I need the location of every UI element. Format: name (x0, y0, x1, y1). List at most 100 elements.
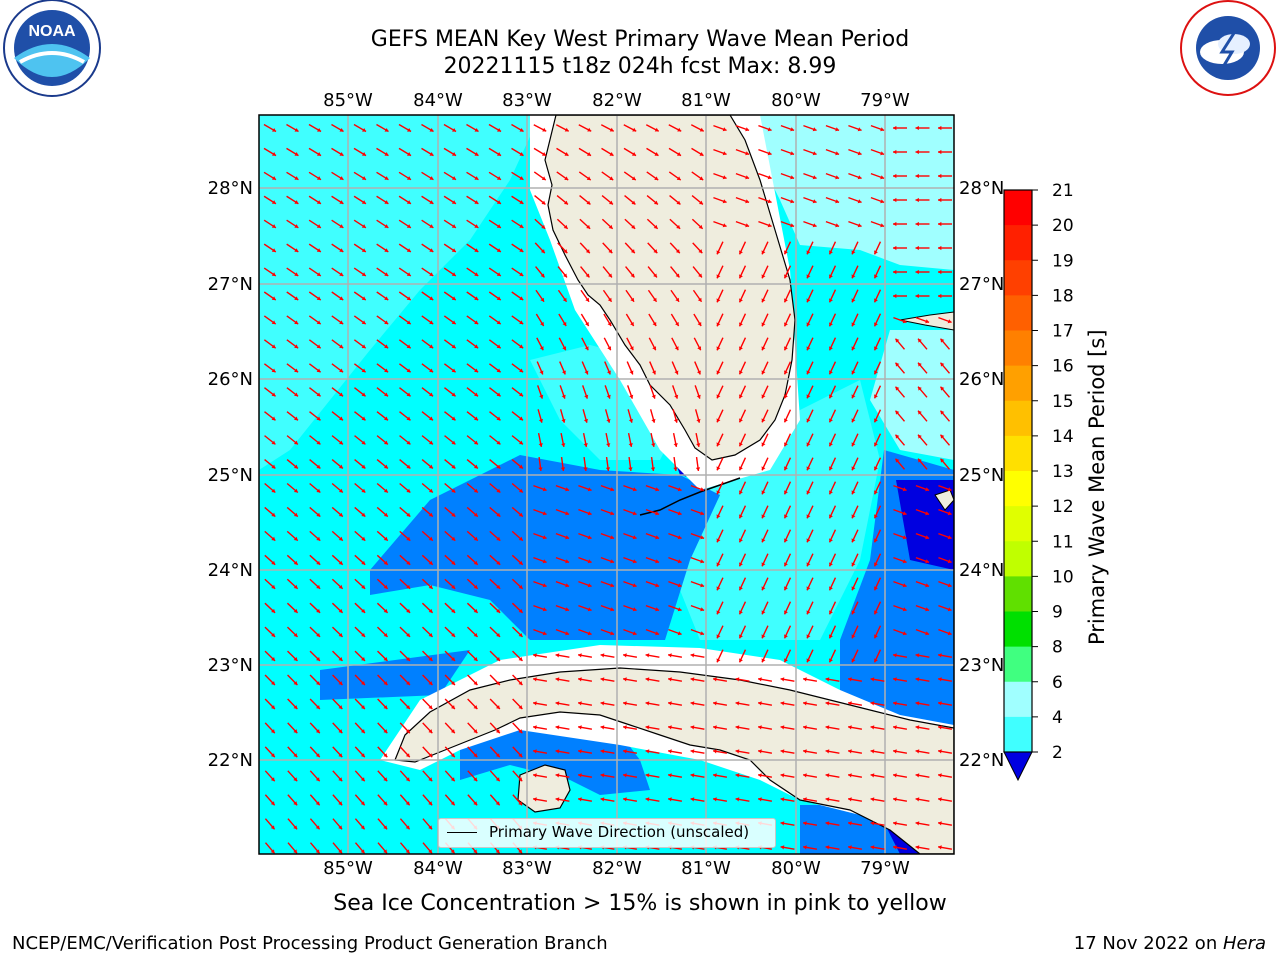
footer-host: Hera (1222, 933, 1266, 954)
wave-direction-arrow (559, 361, 566, 375)
wave-direction-arrow (937, 725, 953, 730)
wave-direction-arrow (937, 845, 953, 850)
wave-direction-arrow (422, 770, 433, 782)
wave-direction-arrow (308, 363, 322, 373)
wave-direction-arrow (802, 821, 818, 826)
wave-direction-arrow (376, 267, 389, 277)
wave-direction-arrow (851, 337, 859, 351)
wave-direction-arrow (937, 653, 953, 658)
wave-direction-arrow (625, 266, 635, 278)
colorbar-tick-label: 13 (1052, 462, 1074, 482)
wave-direction-arrow (309, 698, 321, 710)
wave-direction-arrow (534, 218, 546, 230)
wave-direction-arrow (625, 289, 635, 303)
wave-direction-arrow (828, 265, 837, 279)
wave-direction-arrow (308, 243, 322, 253)
wave-direction-arrow (894, 362, 906, 374)
wave-direction-arrow (489, 506, 501, 518)
wave-direction-arrow (825, 148, 840, 156)
wave-direction-arrow (376, 147, 389, 157)
wave-direction-arrow (466, 123, 479, 133)
wave-direction-arrow (511, 530, 524, 542)
wave-direction-arrow (847, 773, 863, 778)
wave-direction-arrow (421, 530, 434, 542)
wave-direction-arrow (625, 313, 635, 327)
wave-direction-arrow (670, 289, 680, 303)
wave-direction-arrow (645, 124, 660, 132)
lon-label-bottom: 81°W (681, 858, 731, 879)
wave-direction-arrow (467, 794, 478, 806)
wave-direction-arrow (376, 315, 389, 325)
wave-direction-arrow (603, 337, 612, 351)
wave-direction-arrow (873, 241, 882, 255)
wave-direction-arrow (533, 628, 547, 636)
wave-direction-arrow (264, 602, 276, 614)
wave-direction-arrow (716, 241, 724, 255)
wave-direction-arrow (377, 722, 388, 734)
wave-direction-arrow (286, 602, 299, 614)
wave-direction-arrow (938, 580, 952, 588)
wave-direction-arrow (939, 410, 951, 422)
wave-direction-arrow (938, 604, 952, 612)
wave-direction-arrow (263, 291, 277, 301)
wave-direction-arrow (713, 172, 727, 180)
wave-direction-arrow (693, 313, 702, 327)
wave-direction-arrow (555, 628, 570, 636)
wave-direction-arrow (893, 245, 907, 251)
wave-direction-arrow (466, 195, 479, 205)
wave-direction-arrow (806, 409, 814, 423)
wave-direction-arrow (309, 650, 321, 662)
wave-direction-arrow (915, 845, 930, 850)
wave-direction-arrow (443, 123, 457, 133)
wave-direction-arrow (712, 725, 728, 730)
wave-direction-arrow (738, 289, 747, 303)
wave-direction-arrow (917, 338, 928, 350)
wave-direction-arrow (690, 749, 705, 754)
wave-direction-arrow (692, 266, 703, 278)
wave-direction-arrow (560, 433, 566, 447)
wave-direction-arrow (512, 698, 523, 710)
wave-direction-arrow (645, 532, 660, 540)
wave-direction-arrow (915, 653, 930, 658)
wave-direction-arrow (851, 313, 859, 327)
wave-direction-arrow (894, 410, 906, 422)
wave-direction-arrow (354, 794, 366, 806)
wave-direction-arrow (672, 433, 678, 447)
cuba-land (394, 667, 954, 854)
wave-direction-arrow (938, 149, 952, 155)
wave-direction-arrow (848, 196, 862, 204)
wave-direction-arrow (716, 649, 724, 663)
wave-direction-arrow (780, 773, 795, 778)
wave-direction-arrow (735, 773, 750, 778)
wave-direction-arrow (893, 604, 907, 612)
wave-direction-arrow (894, 434, 906, 446)
wave-direction-arrow (690, 773, 705, 778)
wave-direction-arrow (937, 677, 953, 682)
wave-direction-arrow (263, 363, 277, 373)
wave-direction-arrow (398, 171, 412, 181)
wave-direction-arrow (533, 508, 547, 516)
wave-direction-arrow (555, 677, 570, 682)
wave-direction-arrow (668, 604, 682, 612)
wave-direction-arrow (264, 842, 276, 854)
wave-direction-arrow (421, 171, 434, 181)
wave-direction-arrow (712, 797, 728, 802)
wave-direction-arrow (716, 409, 724, 423)
lon-label-bottom: 79°W (860, 858, 910, 879)
wave-direction-arrow (646, 147, 659, 157)
florida-keys (639, 477, 741, 516)
andros-land (934, 489, 954, 511)
wave-direction-arrow (668, 628, 682, 636)
colorbar-tick-label: 18 (1052, 286, 1074, 306)
wave-direction-arrow (873, 457, 882, 471)
wave-direction-arrow (580, 266, 590, 278)
wave-direction-arrow (466, 171, 479, 181)
wave-direction-arrow (622, 725, 638, 730)
wave-direction-arrow (803, 148, 817, 156)
wave-direction-arrow (738, 409, 747, 423)
wave-direction-arrow (309, 435, 321, 445)
wave-direction-arrow (421, 602, 434, 614)
wave-direction-arrow (286, 195, 299, 205)
wave-direction-arrow (534, 242, 546, 254)
